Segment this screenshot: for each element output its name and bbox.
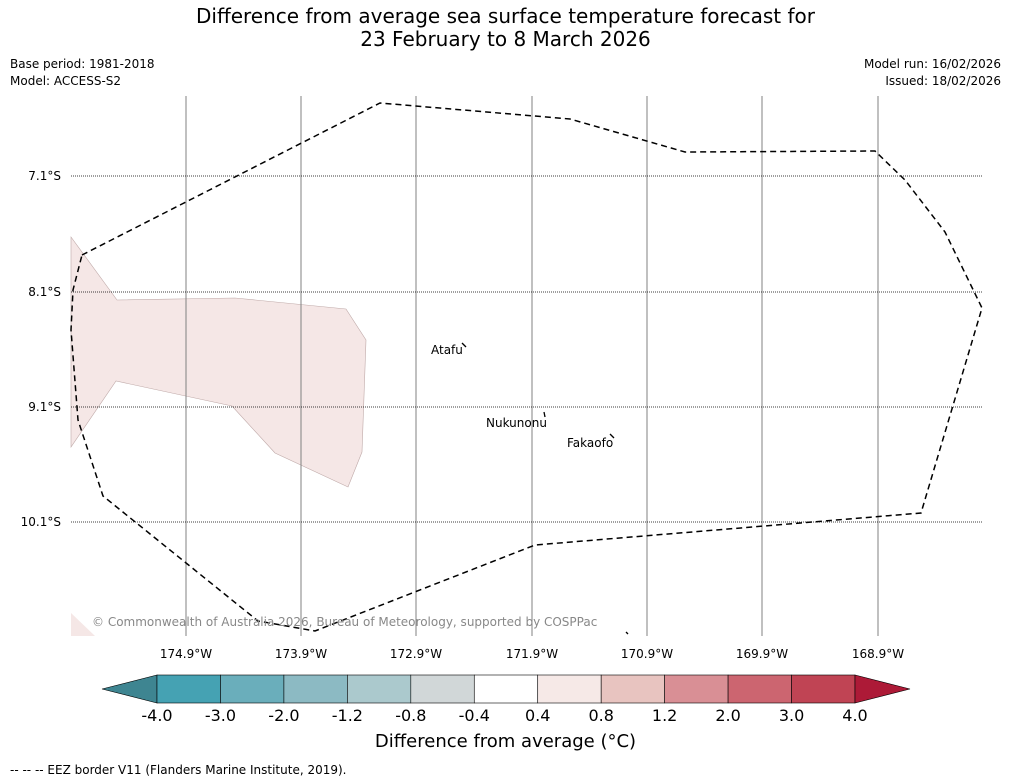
eez-footnote: -- -- -- EEZ border V11 (Flanders Marine…	[10, 763, 347, 777]
colorbar-tick-label: -0.8	[395, 706, 426, 725]
copyright-notice: © Commonwealth of Australia 2026, Bureau…	[92, 615, 597, 629]
lat-label: 8.1°S	[28, 285, 61, 299]
colorbar-bin	[347, 674, 412, 704]
colorbar-bin	[727, 674, 792, 704]
colorbar-tick-label: -4.0	[141, 706, 172, 725]
eez-border	[70, 102, 983, 632]
colorbar-tick-label: -3.0	[205, 706, 236, 725]
colorbar-tick-label: 3.0	[779, 706, 804, 725]
lon-label: 168.9°W	[852, 647, 904, 661]
colorbar-tick-label: 0.8	[588, 706, 613, 725]
lat-label: 9.1°S	[28, 400, 61, 414]
lon-label: 173.9°W	[275, 647, 327, 661]
lon-label: 169.9°W	[736, 647, 788, 661]
place-fakaofo: Fakaofo	[567, 436, 613, 450]
colorbar-bin	[791, 674, 856, 704]
sst-anomaly-corner	[71, 613, 95, 636]
lon-label: 174.9°W	[160, 647, 212, 661]
place-atafu: Atafu	[431, 343, 463, 357]
colorbar-tick-label: 0.4	[525, 706, 550, 725]
title-line-2: 23 February to 8 March 2026	[360, 27, 651, 51]
model-run: Model run: 16/02/2026	[863, 57, 1001, 71]
issued-date: Issued: 18/02/2026	[885, 74, 1001, 88]
atolls	[461, 342, 629, 635]
lon-label: 170.9°W	[621, 647, 673, 661]
colorbar-bin	[537, 674, 602, 704]
base-period: Base period: 1981-2018	[10, 57, 155, 71]
map-title: Difference from average sea surface temp…	[0, 5, 1011, 51]
longitude-gridlines	[185, 96, 879, 636]
nukunonu-atoll	[543, 411, 546, 418]
fakaofo-atoll	[609, 433, 615, 439]
colorbar-bin	[600, 674, 665, 704]
colorbar-tick-label: -1.2	[332, 706, 363, 725]
lon-label: 172.9°W	[390, 647, 442, 661]
lat-label: 7.1°S	[28, 169, 61, 183]
title-line-1: Difference from average sea surface temp…	[195, 4, 815, 28]
colorbar-tick-label: 4.0	[842, 706, 867, 725]
swains-atoll	[625, 631, 629, 635]
colorbar-bin	[410, 674, 475, 704]
colorbar-tick-label: -0.4	[459, 706, 490, 725]
colorbar-tick-label: 1.2	[652, 706, 677, 725]
colorbar-over-arrow	[854, 674, 911, 704]
lat-label: 10.1°S	[21, 515, 61, 529]
colorbar-bin	[220, 674, 285, 704]
meta-left: Base period: 1981-2018 Model: ACCESS-S2	[10, 56, 155, 90]
model-name: Model: ACCESS-S2	[10, 74, 122, 88]
sst-anomaly-region	[70, 236, 367, 488]
colorbar-title: Difference from average (°C)	[374, 731, 637, 752]
lon-label: 171.9°W	[506, 647, 558, 661]
colorbar-bin	[664, 674, 729, 704]
colorbar-bin	[473, 674, 539, 704]
colorbar-bin	[283, 674, 348, 704]
atafu-atoll	[461, 342, 467, 348]
colorbar-under-arrow	[101, 674, 158, 704]
meta-right: Model run: 16/02/2026 Issued: 18/02/2026	[864, 56, 1001, 90]
colorbar: -4.0 -3.0 -2.0 -1.2 -0.8 -0.4 0.4 0.8 1.2 2.0 3.0 4…	[101, 674, 911, 725]
colorbar-bin	[156, 674, 221, 704]
colorbar-tick-label: 2.0	[715, 706, 740, 725]
place-nukunonu: Nukunonu	[486, 416, 547, 430]
colorbar-tick-label: -2.0	[268, 706, 299, 725]
